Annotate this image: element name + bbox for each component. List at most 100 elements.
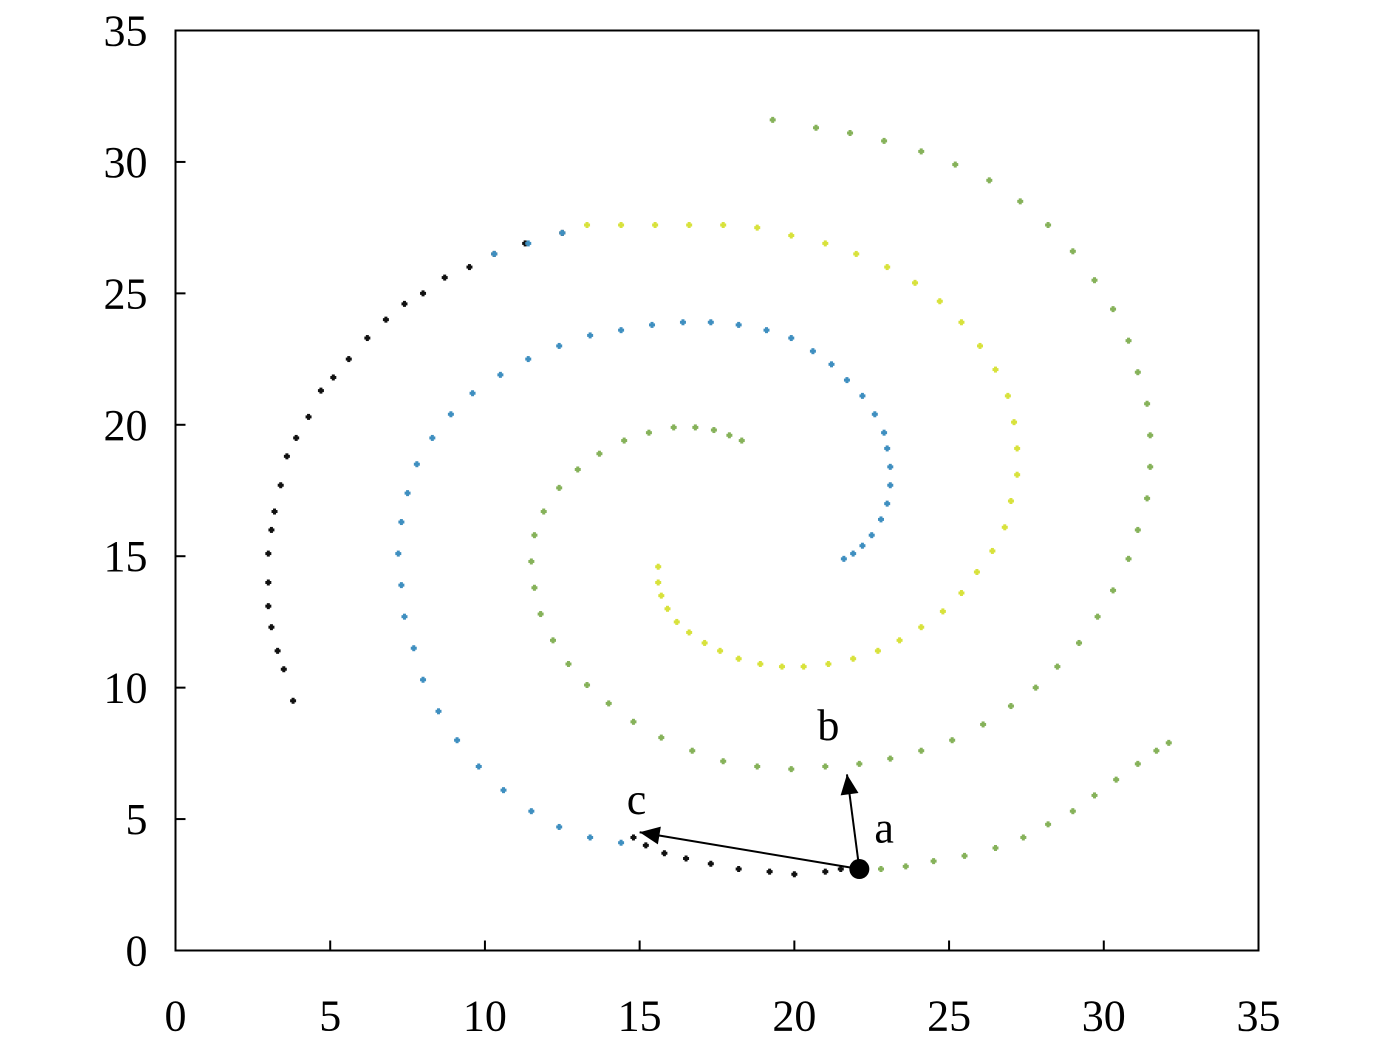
green-data-point <box>1153 747 1160 754</box>
x-tick-label: 25 <box>927 992 971 1041</box>
green-data-point <box>531 532 538 539</box>
yellow-data-point <box>825 660 832 667</box>
green-data-point <box>540 508 547 515</box>
green-data-point <box>574 466 581 473</box>
green-data-point <box>605 700 612 707</box>
black-data-point <box>290 697 297 704</box>
green-data-point <box>980 721 987 728</box>
yellow-data-point <box>973 568 980 575</box>
green-data-point <box>754 763 761 770</box>
black-data-point <box>791 871 798 878</box>
x-tick-label: 35 <box>1237 992 1281 1041</box>
green-data-point <box>856 760 863 767</box>
blue-data-point <box>497 371 504 378</box>
green-data-point <box>1113 776 1120 783</box>
green-data-point <box>1091 792 1098 799</box>
yellow-data-point <box>989 547 996 554</box>
green-data-point <box>556 484 563 491</box>
black-data-point <box>441 274 448 281</box>
black-data-point <box>766 868 773 875</box>
green-data-point <box>1125 555 1132 562</box>
yellow-data-point <box>874 647 881 654</box>
green-data-point <box>887 755 894 762</box>
blue-data-point <box>884 445 891 452</box>
green-data-point <box>769 116 776 123</box>
yellow-data-point <box>584 222 591 229</box>
yellow-data-point <box>1001 524 1008 531</box>
blue-data-point <box>735 321 742 328</box>
yellow-data-point <box>664 605 671 612</box>
green-data-point <box>531 584 538 591</box>
black-data-point <box>268 526 275 533</box>
green-data-point <box>1032 684 1039 691</box>
blue-data-point <box>398 519 405 526</box>
blue-data-point <box>763 327 770 334</box>
yellow-data-point <box>701 639 708 646</box>
y-tick-label: 25 <box>104 269 148 318</box>
blue-data-point <box>840 555 847 562</box>
green-data-point <box>550 637 557 644</box>
green-data-point <box>986 177 993 184</box>
black-data-point <box>274 647 281 654</box>
blue-data-point <box>887 463 894 470</box>
green-data-point <box>877 866 884 873</box>
green-data-point <box>952 161 959 168</box>
black-data-point <box>364 335 371 342</box>
black-data-point <box>420 290 427 297</box>
blue-data-point <box>587 834 594 841</box>
yellow-data-point <box>735 655 742 662</box>
yellow-data-point <box>788 232 795 239</box>
yellow-data-point <box>958 590 965 597</box>
yellow-data-point <box>977 342 984 349</box>
green-data-point <box>813 124 820 131</box>
black-data-point <box>466 264 473 271</box>
black-data-point <box>707 860 714 867</box>
green-data-point <box>1144 400 1151 407</box>
blue-data-point <box>556 823 563 830</box>
black-data-point <box>661 850 668 857</box>
arrowhead-b <box>840 774 859 796</box>
blue-data-point <box>469 390 476 397</box>
black-data-point <box>268 624 275 631</box>
blue-data-point <box>618 839 625 846</box>
blue-data-point <box>528 808 535 815</box>
data-points <box>265 116 1172 878</box>
yellow-data-point <box>778 663 785 670</box>
green-data-point <box>902 863 909 870</box>
blue-data-point <box>525 240 532 247</box>
black-data-point <box>271 508 278 515</box>
x-tick-label: 5 <box>319 992 341 1041</box>
blue-data-point <box>413 461 420 468</box>
black-data-point <box>837 866 844 873</box>
blue-data-point <box>420 676 427 683</box>
green-data-point <box>689 747 696 754</box>
yellow-data-point <box>884 264 891 271</box>
blue-data-point <box>877 516 884 523</box>
black-data-point <box>630 834 637 841</box>
yellow-data-point <box>655 563 662 570</box>
yellow-data-point <box>720 222 727 229</box>
yellow-data-point <box>618 222 625 229</box>
yellow-data-point <box>1014 471 1021 478</box>
green-data-point <box>1045 222 1052 229</box>
yellow-data-point <box>992 366 999 373</box>
yellow-data-point <box>754 224 761 231</box>
black-data-point <box>735 866 742 873</box>
black-data-point <box>265 603 272 610</box>
yellow-data-point <box>896 637 903 644</box>
yellow-data-point <box>686 222 693 229</box>
blue-data-point <box>649 321 656 328</box>
yellow-data-point <box>939 608 946 615</box>
yellow-data-point <box>717 647 724 654</box>
green-data-point <box>645 429 652 436</box>
blue-data-point <box>850 550 857 557</box>
yellow-data-point <box>652 222 659 229</box>
blue-data-point <box>859 542 866 549</box>
green-data-point <box>1147 463 1154 470</box>
y-tick-label: 0 <box>126 927 148 976</box>
yellow-data-point <box>1007 498 1014 505</box>
green-data-point <box>537 611 544 618</box>
blue-data-point <box>559 229 566 236</box>
green-data-point <box>565 660 572 667</box>
black-data-point <box>683 855 690 862</box>
